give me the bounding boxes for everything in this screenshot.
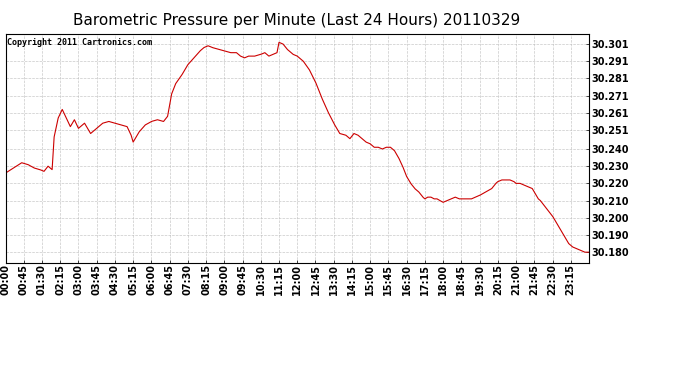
Text: Copyright 2011 Cartronics.com: Copyright 2011 Cartronics.com	[7, 38, 152, 47]
Text: Barometric Pressure per Minute (Last 24 Hours) 20110329: Barometric Pressure per Minute (Last 24 …	[73, 13, 520, 28]
